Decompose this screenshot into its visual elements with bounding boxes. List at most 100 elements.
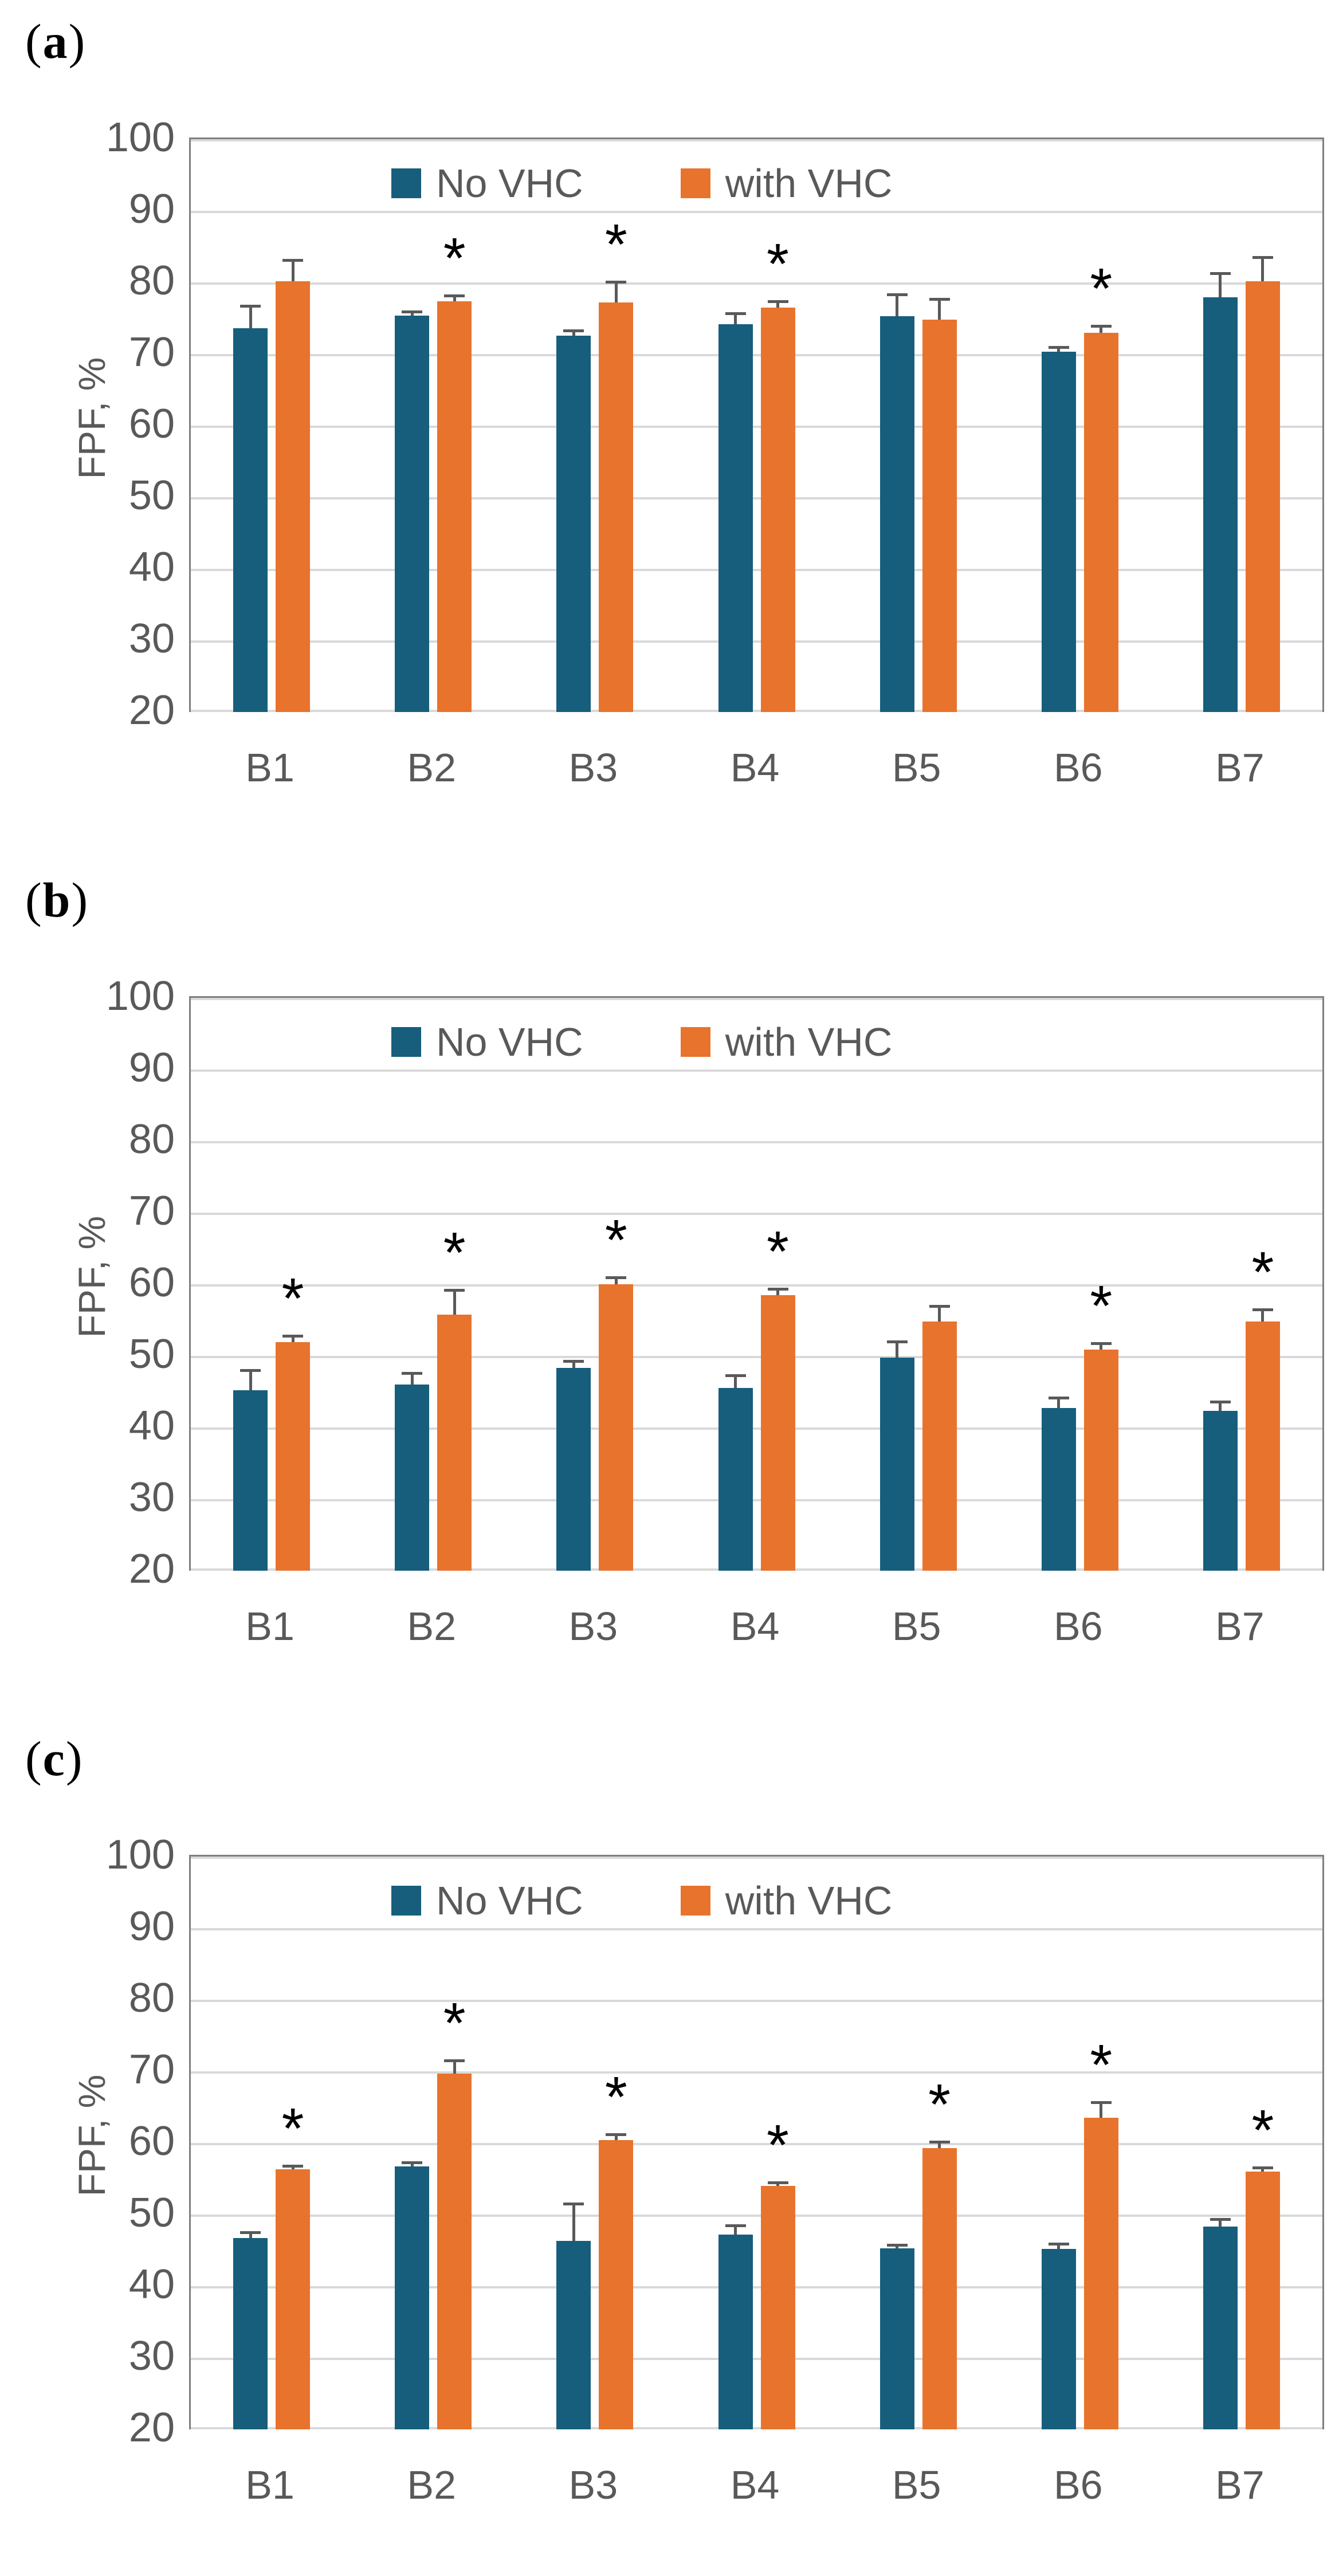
error-bar — [453, 295, 456, 301]
significance-marker: * — [604, 1208, 627, 1272]
panel-label-close-paren: ) — [65, 1731, 84, 1786]
panel-b: (b) FPF, % 100 90 80 70 60 50 40 30 20 No VHC wi… — [0, 859, 1335, 1717]
legend-swatch-with-vhc — [680, 1027, 710, 1057]
error-bar — [734, 313, 737, 324]
y-tick-label: 60 — [128, 1260, 175, 1305]
error-bar-cap — [1210, 2217, 1231, 2221]
x-tick-label: B4 — [730, 2463, 780, 2507]
bar-with-vhc-b3 — [599, 2140, 634, 2429]
gridline — [191, 998, 1322, 1000]
error-bar — [572, 1360, 575, 1368]
error-bar — [614, 281, 618, 302]
error-bar-cap — [1210, 1401, 1231, 1403]
bar-no-vhc-b5 — [879, 1357, 914, 1571]
y-tick-label: 20 — [128, 1546, 175, 1592]
error-bar — [1261, 1309, 1265, 1322]
bar-with-vhc-b5 — [922, 1322, 957, 1571]
error-bar-cap — [1252, 1308, 1273, 1311]
panel-label-letter: c — [42, 1731, 66, 1786]
error-bar-cap — [240, 305, 261, 308]
error-bar-cap — [402, 2161, 423, 2164]
error-bar-cap — [1252, 256, 1273, 259]
y-tick-label: 90 — [128, 186, 175, 232]
gridline — [191, 710, 1322, 712]
bar-with-vhc-b7 — [1245, 1322, 1280, 1571]
bar-with-vhc-b4 — [760, 2186, 795, 2429]
x-tick-label: B7 — [1215, 1604, 1265, 1649]
x-tick-label: B1 — [245, 2463, 295, 2507]
x-tick-label: B4 — [730, 745, 780, 790]
plot-area: No VHC with VHC * * * * — [189, 137, 1324, 712]
y-tick-label: 90 — [128, 1904, 175, 1949]
legend-item-no-vhc: No VHC — [391, 1022, 583, 1062]
gridline — [191, 497, 1322, 500]
bar-no-vhc-b3 — [556, 335, 591, 712]
panel-label-letter: a — [42, 14, 69, 69]
y-tick-label: 60 — [128, 2118, 175, 2164]
x-tick-label: B5 — [892, 1604, 941, 1649]
y-tick-label: 100 — [105, 1832, 175, 1878]
error-bar — [1100, 2102, 1103, 2118]
error-bar — [776, 1288, 779, 1295]
gridline — [191, 2358, 1322, 2360]
error-bar — [291, 260, 295, 281]
gridline — [191, 640, 1322, 643]
bar-no-vhc-b7 — [1203, 297, 1238, 712]
gridline — [191, 2071, 1322, 2074]
error-bar-cap — [606, 280, 627, 284]
bar-no-vhc-b6 — [1041, 1408, 1076, 1571]
error-bar — [1100, 1343, 1103, 1350]
error-bar — [291, 1336, 295, 1343]
y-tick-label: 30 — [128, 616, 175, 662]
bar-with-vhc-b1 — [276, 1342, 311, 1571]
error-bar — [896, 2244, 899, 2248]
legend-label-with-vhc: with VHC — [725, 1878, 893, 1923]
error-bar — [734, 2225, 737, 2235]
x-tick-label: B7 — [1215, 2463, 1265, 2507]
error-bar — [614, 2134, 618, 2140]
gridline — [191, 282, 1322, 285]
y-tick-label: 80 — [128, 1975, 175, 2021]
error-bar-cap — [1090, 2101, 1112, 2104]
y-tick-label: 70 — [128, 329, 175, 375]
x-tick-label: B2 — [407, 1604, 457, 1649]
y-tick-label: 100 — [105, 115, 175, 160]
bar-with-vhc-b6 — [1083, 2118, 1118, 2429]
error-bar-cap — [563, 2203, 584, 2206]
error-bar — [1100, 326, 1103, 333]
gridline — [191, 2215, 1322, 2217]
bar-no-vhc-b7 — [1203, 2227, 1238, 2429]
error-bar — [938, 2141, 941, 2148]
gridline — [191, 426, 1322, 428]
bar-with-vhc-b7 — [1245, 281, 1280, 712]
bar-no-vhc-b4 — [718, 324, 753, 712]
significance-marker: * — [767, 2113, 789, 2177]
legend-swatch-no-vhc — [391, 168, 421, 198]
y-tick-label: 70 — [128, 1188, 175, 1234]
legend-item-no-vhc: No VHC — [391, 163, 583, 203]
significance-marker: * — [767, 231, 789, 296]
x-tick-label: B6 — [1053, 745, 1103, 790]
error-bar-cap — [444, 294, 465, 297]
error-bar-cap — [240, 2231, 261, 2235]
y-tick-label: 90 — [128, 1045, 175, 1091]
legend-item-with-vhc: with VHC — [680, 163, 892, 203]
error-bar-cap — [1048, 2243, 1069, 2246]
significance-marker: * — [281, 2097, 304, 2161]
error-bar-cap — [282, 259, 304, 262]
gridline — [191, 569, 1322, 571]
bar-with-vhc-b5 — [922, 320, 957, 712]
gridline — [191, 2000, 1322, 2002]
gridline — [191, 2143, 1322, 2145]
error-bar-cap — [1048, 345, 1069, 349]
error-bar-cap — [240, 1369, 261, 1372]
plot-area: No VHC with VHC * * * * * * — [189, 996, 1324, 1571]
panel-label-open-paren: ( — [25, 872, 43, 927]
error-bar — [938, 298, 941, 320]
bar-with-vhc-b7 — [1245, 2172, 1280, 2429]
panel-label-open-paren: ( — [25, 14, 43, 69]
bar-with-vhc-b1 — [276, 2169, 311, 2429]
gridline — [191, 139, 1322, 141]
error-bar-cap — [606, 1276, 627, 1279]
